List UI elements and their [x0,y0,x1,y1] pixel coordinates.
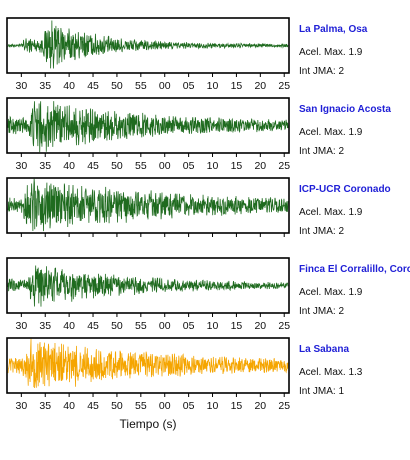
x-tick-label: 50 [111,80,123,92]
x-tick-label: 50 [111,160,123,172]
x-tick-label: 15 [231,320,243,332]
x-tick-label: 15 [231,80,243,92]
x-tick-label: 05 [183,400,195,412]
x-tick-label: 25 [278,160,290,172]
x-tick-label: 10 [207,80,219,92]
station-name: La Sabana [299,344,349,355]
x-tick-label: 50 [111,400,123,412]
max-accel-label: Acel. Max. 1.9 [299,287,363,298]
max-accel-label: Acel. Max. 1.9 [299,127,363,138]
x-tick-label: 40 [63,80,75,92]
x-tick-label: 55 [135,400,147,412]
x-tick-label: 05 [183,80,195,92]
x-tick-label: 30 [15,160,27,172]
jma-intensity-label: Int JMA: 2 [299,226,344,237]
waveform-2 [7,101,289,153]
waveform-3 [7,178,289,232]
x-tick-label: 55 [135,320,147,332]
panel-1: 30 35 40 45 50 55 00 05 10 15 20 25 La Palma, Osa Ace… [6,17,368,92]
panels-group: 30 35 40 45 50 55 00 05 10 15 20 25 La Palma, Osa Ace… [6,17,410,412]
x-tick-label: 50 [111,320,123,332]
x-tick-label: 40 [63,160,75,172]
x-tick-label: 45 [87,320,99,332]
jma-intensity-label: Int JMA: 1 [299,386,344,397]
panel-2: 30 35 40 45 50 55 00 05 10 15 20 25 San Ignacio Acos… [6,97,391,172]
waveform-4 [7,265,289,307]
x-tick-label: 35 [39,80,51,92]
x-tick-label: 20 [254,320,266,332]
panel-4: 30 35 40 45 50 55 00 05 10 15 20 25 Finca El Corrali… [6,257,410,332]
x-tick-label: 05 [183,160,195,172]
x-tick-label: 35 [39,400,51,412]
station-name: San Ignacio Acosta [299,104,391,115]
max-accel-label: Acel. Max. 1.9 [299,207,363,218]
x-tick-label: 10 [207,400,219,412]
x-tick-label: 15 [231,160,243,172]
x-tick-label: 05 [183,320,195,332]
x-tick-label: 10 [207,160,219,172]
panel-frame [6,337,290,394]
x-tick-label: 15 [231,400,243,412]
panel-frame [6,17,290,74]
waveform-1 [7,20,289,69]
jma-intensity-label: Int JMA: 2 [299,306,344,317]
x-tick-label: 10 [207,320,219,332]
x-tick-label: 00 [159,320,171,332]
station-name: La Palma, Osa [299,24,368,35]
x-tick-label: 30 [15,400,27,412]
x-tick-label: 45 [87,400,99,412]
x-tick-label: 35 [39,160,51,172]
x-tick-label: 45 [87,80,99,92]
x-tick-label: 45 [87,160,99,172]
x-tick-label: 00 [159,80,171,92]
x-tick-label: 30 [15,320,27,332]
panel-frame [6,257,290,314]
x-tick-label: 35 [39,320,51,332]
x-tick-label: 20 [254,80,266,92]
waveform-5 [7,338,289,389]
x-tick-label: 00 [159,160,171,172]
x-tick-label: 00 [159,400,171,412]
panel-3: ICP-UCR Coronado Acel. Max. 1.9 Int JMA: 2 [6,177,391,237]
station-name: ICP-UCR Coronado [299,184,391,195]
station-name: Finca El Corralillo, Coronado [299,264,410,275]
x-tick-label: 25 [278,400,290,412]
jma-intensity-label: Int JMA: 2 [299,146,344,157]
jma-intensity-label: Int JMA: 2 [299,66,344,77]
max-accel-label: Acel. Max. 1.9 [299,47,363,58]
x-tick-label: 20 [254,160,266,172]
panel-frame [6,177,290,234]
x-tick-label: 25 [278,80,290,92]
max-accel-label: Acel. Max. 1.3 [299,367,363,378]
x-tick-label: 20 [254,400,266,412]
panel-frame [6,97,290,154]
x-tick-label: 55 [135,160,147,172]
x-tick-label: 30 [15,80,27,92]
x-tick-label: 25 [278,320,290,332]
x-axis-label: Tiempo (s) [120,417,177,431]
x-tick-label: 55 [135,80,147,92]
x-tick-label: 40 [63,400,75,412]
x-tick-label: 40 [63,320,75,332]
panel-5: 30 35 40 45 50 55 00 05 10 15 20 25 La Sabana Acel. M… [6,337,363,412]
